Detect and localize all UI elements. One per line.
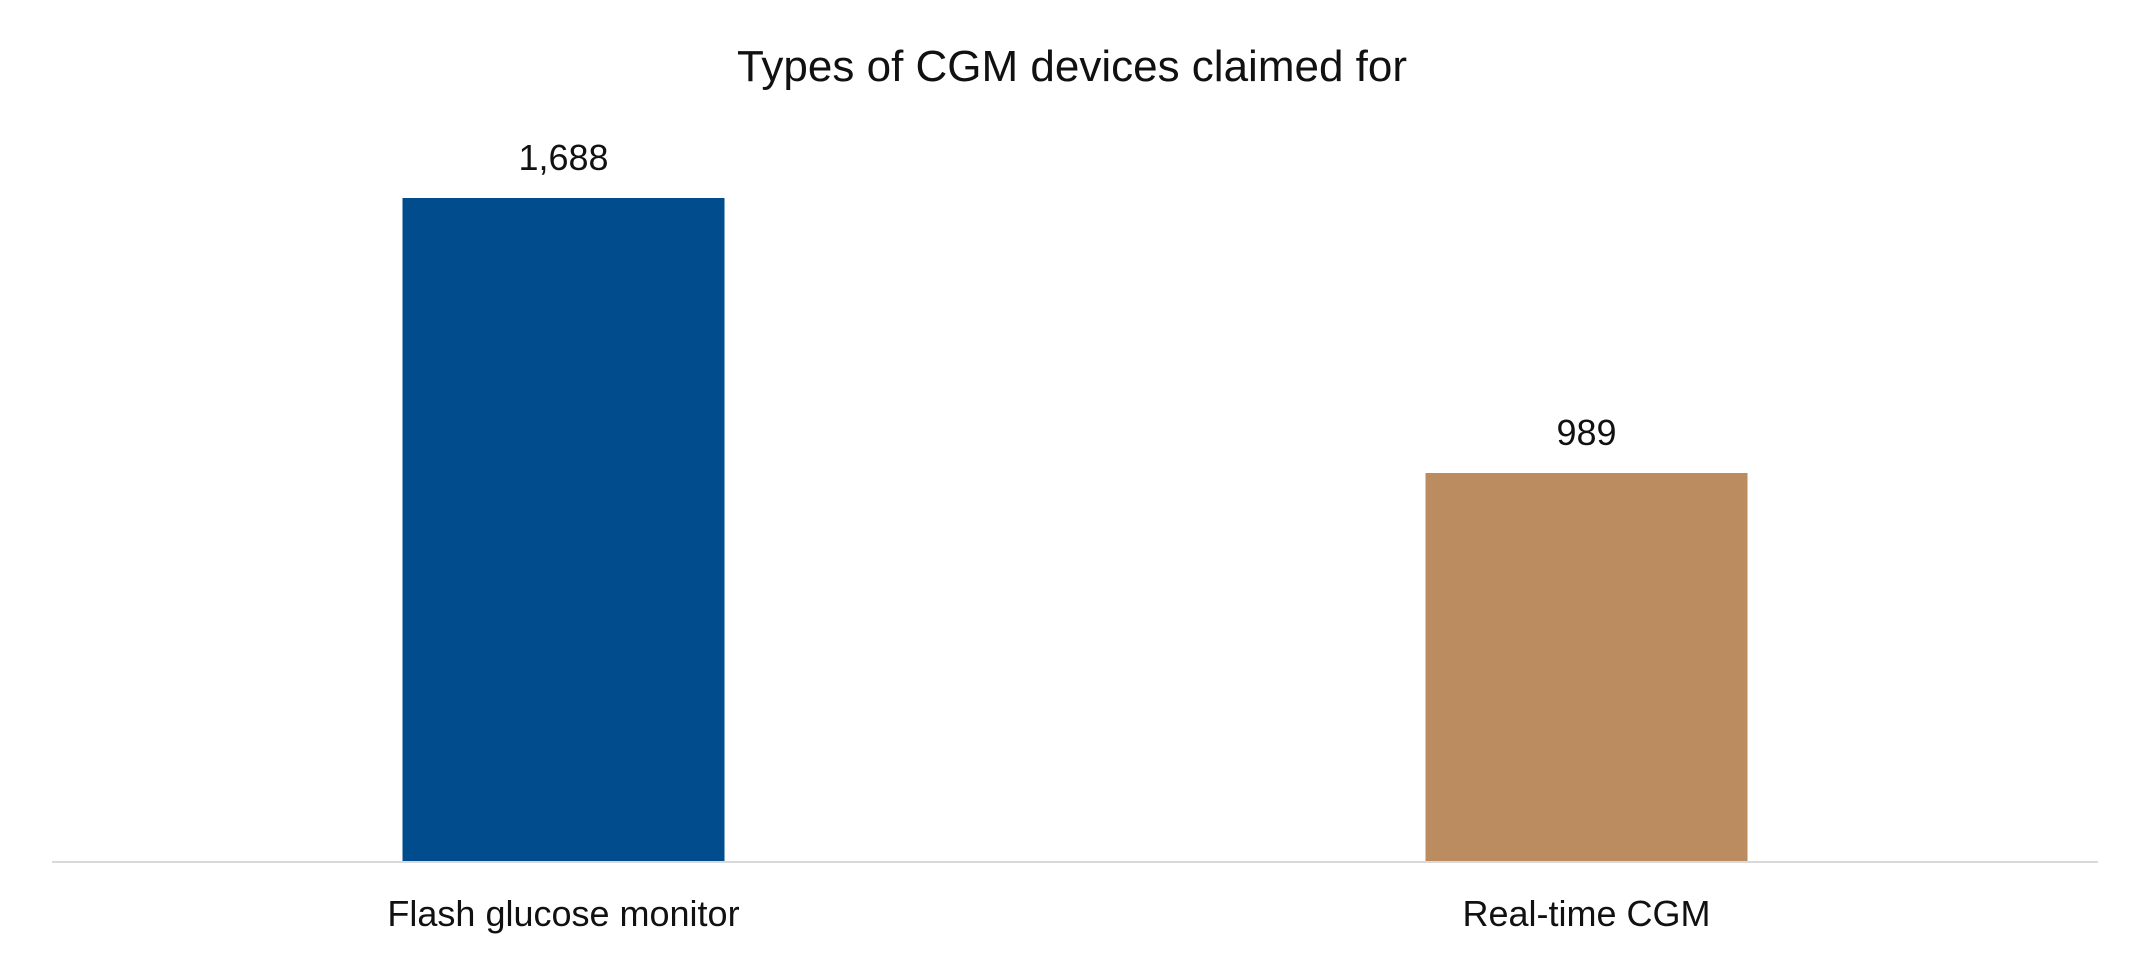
bar-real-time-cgm	[1425, 473, 1748, 862]
bars-group	[402, 198, 1748, 862]
x-tick-label: Flash glucose monitor	[387, 893, 739, 934]
bar-flash-glucose-monitor	[402, 198, 725, 862]
data-labels-group: 1,688 989	[518, 137, 1616, 453]
chart-title: Types of CGM devices claimed for	[737, 42, 1407, 91]
x-tick-labels-group: Flash glucose monitor Real-time CGM	[387, 893, 1710, 934]
data-label: 1,688	[518, 137, 608, 178]
x-tick-label: Real-time CGM	[1462, 893, 1710, 934]
data-label: 989	[1556, 412, 1616, 453]
